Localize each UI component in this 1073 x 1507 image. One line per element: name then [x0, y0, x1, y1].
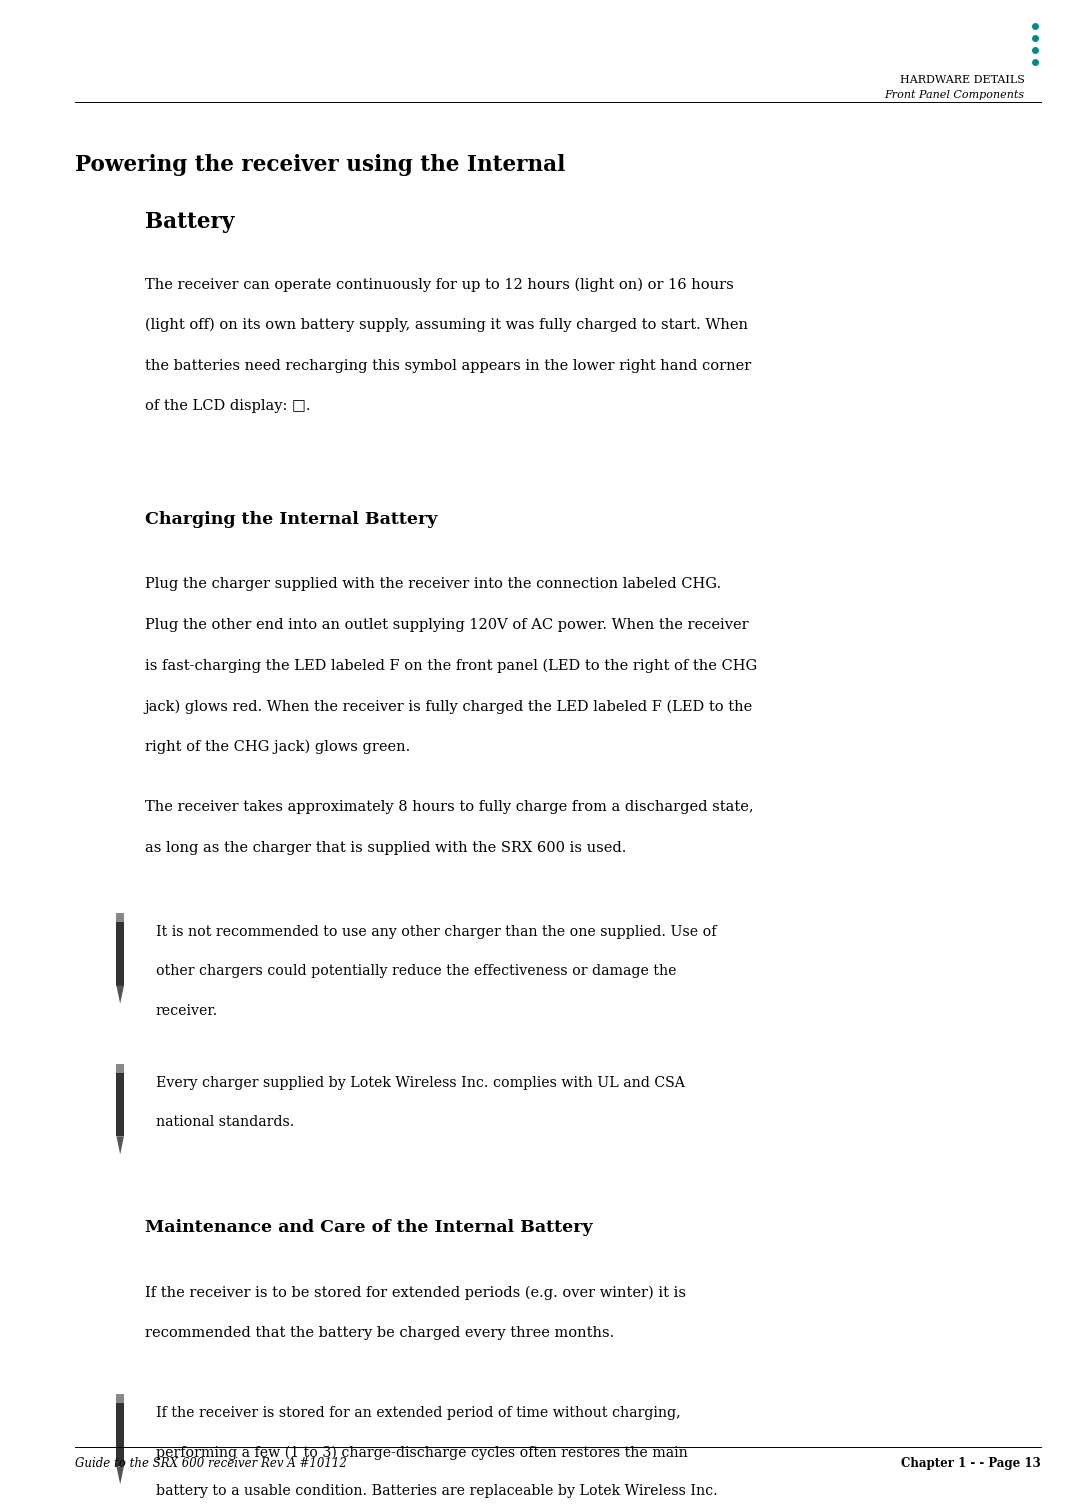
- Text: battery to a usable condition. Batteries are replaceable by Lotek Wireless Inc.: battery to a usable condition. Batteries…: [156, 1484, 718, 1498]
- Text: Plug the other end into an outlet supplying 120V of AC power. When the receiver: Plug the other end into an outlet supply…: [145, 618, 749, 631]
- Text: The receiver can operate continuously for up to 12 hours (light on) or 16 hours: The receiver can operate continuously fo…: [145, 277, 734, 292]
- Text: recommended that the battery be charged every three months.: recommended that the battery be charged …: [145, 1326, 614, 1340]
- Polygon shape: [116, 1466, 123, 1484]
- Text: Powering the receiver using the Internal: Powering the receiver using the Internal: [75, 154, 565, 176]
- Polygon shape: [116, 1064, 123, 1073]
- Text: as long as the charger that is supplied with the SRX 600 is used.: as long as the charger that is supplied …: [145, 841, 627, 854]
- Polygon shape: [116, 1073, 123, 1136]
- Text: Guide to the SRX 600 receiver Rev A #10112: Guide to the SRX 600 receiver Rev A #101…: [75, 1457, 347, 1471]
- Text: It is not recommended to use any other charger than the one supplied. Use of: It is not recommended to use any other c…: [156, 925, 716, 939]
- Text: The receiver takes approximately 8 hours to fully charge from a discharged state: The receiver takes approximately 8 hours…: [145, 800, 753, 814]
- Polygon shape: [116, 922, 123, 986]
- Text: receiver.: receiver.: [156, 1004, 218, 1017]
- Polygon shape: [116, 1403, 123, 1466]
- Text: Maintenance and Care of the Internal Battery: Maintenance and Care of the Internal Bat…: [145, 1219, 592, 1236]
- Polygon shape: [116, 1394, 123, 1403]
- Text: Every charger supplied by Lotek Wireless Inc. complies with UL and CSA: Every charger supplied by Lotek Wireless…: [156, 1076, 685, 1090]
- Text: national standards.: national standards.: [156, 1115, 294, 1129]
- Polygon shape: [116, 986, 123, 1004]
- Polygon shape: [116, 1136, 123, 1154]
- Text: right of the CHG jack) glows green.: right of the CHG jack) glows green.: [145, 740, 410, 755]
- Text: If the receiver is stored for an extended period of time without charging,: If the receiver is stored for an extende…: [156, 1406, 680, 1420]
- Text: jack) glows red. When the receiver is fully charged the LED labeled F (LED to th: jack) glows red. When the receiver is fu…: [145, 699, 753, 714]
- Text: of the LCD display: □.: of the LCD display: □.: [145, 399, 310, 413]
- Text: other chargers could potentially reduce the effectiveness or damage the: other chargers could potentially reduce …: [156, 964, 676, 978]
- Text: the batteries need recharging this symbol appears in the lower right hand corner: the batteries need recharging this symbo…: [145, 359, 751, 372]
- Text: (light off) on its own battery supply, assuming it was fully charged to start. W: (light off) on its own battery supply, a…: [145, 318, 748, 333]
- Polygon shape: [116, 913, 123, 922]
- Text: Front Panel Components: Front Panel Components: [884, 90, 1025, 101]
- Text: If the receiver is to be stored for extended periods (e.g. over winter) it is: If the receiver is to be stored for exte…: [145, 1285, 686, 1301]
- Text: Charging the Internal Battery: Charging the Internal Battery: [145, 511, 437, 527]
- Text: Battery: Battery: [145, 211, 234, 234]
- Text: HARDWARE DETAILS: HARDWARE DETAILS: [900, 75, 1025, 86]
- Text: is fast-charging the LED labeled F on the front panel (LED to the right of the C: is fast-charging the LED labeled F on th…: [145, 659, 758, 674]
- Text: Chapter 1 - - Page 13: Chapter 1 - - Page 13: [901, 1457, 1041, 1471]
- Text: Plug the charger supplied with the receiver into the connection labeled CHG.: Plug the charger supplied with the recei…: [145, 577, 721, 591]
- Text: performing a few (1 to 3) charge-discharge cycles often restores the main: performing a few (1 to 3) charge-dischar…: [156, 1445, 688, 1460]
